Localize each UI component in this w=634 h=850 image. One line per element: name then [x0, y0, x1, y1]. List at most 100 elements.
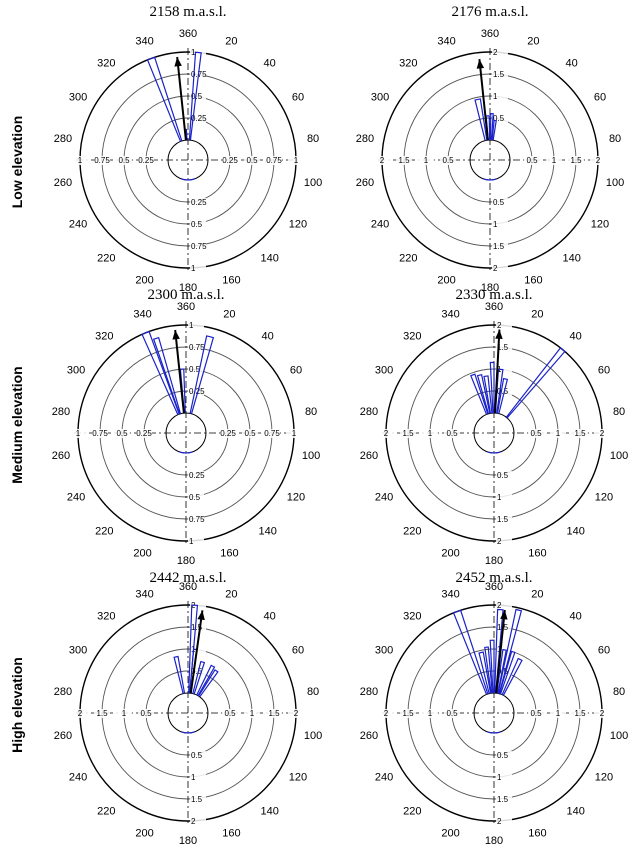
radial-tick-label: 2 [600, 709, 605, 718]
angle-tick-label: 100 [302, 450, 320, 462]
radial-tick-bg [242, 429, 258, 438]
angle-tick-label: 200 [437, 274, 455, 286]
angle-tick-label: 120 [287, 492, 305, 504]
radial-tick-label: 1.5 [570, 156, 582, 165]
radial-tick-bg [188, 321, 204, 330]
angle-tick-label: 80 [613, 686, 625, 698]
radial-tick-label: 0.5 [140, 709, 152, 718]
radial-tick-bg [94, 156, 110, 165]
angle-tick-label: 220 [403, 805, 421, 817]
angle-tick-label: 360 [485, 581, 503, 593]
radial-tick-label: 1 [250, 709, 255, 718]
rose-petal [179, 368, 186, 414]
radial-tick-label: 0.5 [493, 114, 505, 123]
mean-direction-arrow [494, 329, 501, 414]
angle-tick-label: 120 [591, 219, 609, 231]
radial-tick-label: 1.5 [191, 623, 203, 632]
radial-tick-bg [188, 343, 204, 352]
radial-tick-bg [496, 623, 512, 632]
angle-tick-label: 300 [67, 365, 85, 377]
row-label-medium: Medium elevation [9, 366, 25, 483]
angle-tick-label: 240 [375, 492, 393, 504]
radial-tick-bg [492, 198, 508, 207]
radial-tick-label: 0.5 [191, 667, 203, 676]
angle-tick-label: 100 [606, 177, 624, 189]
radial-tick-label: 0.5 [191, 220, 203, 229]
radial-tick-label: 1.5 [574, 429, 586, 438]
angle-tick-label: 140 [566, 805, 584, 817]
angle-tick-label: 40 [262, 331, 274, 343]
mean-arrow-head [197, 610, 205, 621]
angle-tick-label: 320 [403, 331, 421, 343]
angle-tick-label: 120 [289, 219, 307, 231]
radial-tick-bg [496, 537, 512, 546]
angle-tick-label: 80 [307, 133, 319, 145]
radial-tick-bg [378, 709, 394, 718]
angle-tick-label: 180 [179, 282, 197, 294]
angle-tick-label: 20 [531, 309, 543, 321]
angle-tick-label: 360 [481, 28, 499, 40]
rose-petal [470, 373, 489, 415]
angle-tick-label: 20 [223, 309, 235, 321]
rose-chart-3: 2330 m.a.s.l. 20 40 60 80 100 120 140 160 180 200 2… [360, 287, 629, 567]
radial-tick-bg [190, 264, 206, 273]
angle-tick-label: 320 [399, 58, 417, 70]
radial-tick-label: 2 [596, 156, 601, 165]
radial-tick-label: 0.5 [246, 156, 258, 165]
angle-tick-label: 20 [225, 36, 237, 48]
angle-tick-label: 220 [399, 252, 417, 264]
radial-tick-label: 1.5 [96, 709, 108, 718]
radial-tick-bg [188, 537, 204, 546]
angle-tick-label: 80 [305, 406, 317, 418]
rose-chart-1: 2176 m.a.s.l. 20 40 60 80 100 120 140 160 180 200 2… [356, 4, 625, 294]
rose-petal [189, 335, 215, 414]
mean-arrow-head [174, 56, 182, 67]
angle-tick-label: 160 [528, 827, 546, 839]
radial-tick-label: 0.75 [266, 156, 282, 165]
rose-petal [496, 648, 507, 694]
petal-base-arc [180, 178, 196, 181]
radial-tick-label: 0.5 [497, 471, 509, 480]
radial-tick-label: 0.5 [442, 156, 454, 165]
radial-tick-label: 0.25 [222, 156, 238, 165]
radial-tick-bg [496, 795, 512, 804]
angle-tick-label: 200 [133, 547, 151, 559]
rose-petal [496, 377, 509, 414]
radial-tick-bg [188, 471, 204, 480]
radial-tick-bg [190, 645, 206, 654]
rose-petal [173, 655, 186, 694]
rose-petal [188, 604, 199, 694]
mean-direction-arrow [189, 610, 204, 694]
radial-tick-bg [528, 429, 544, 438]
angle-tick-label: 60 [594, 92, 606, 104]
angle-tick-label: 120 [289, 772, 307, 784]
rose-petal [474, 98, 488, 141]
chart-title: 2300 m.a.s.l. [147, 287, 224, 303]
radial-tick-label: 2 [78, 709, 83, 718]
radial-tick-label: 0.5 [446, 429, 458, 438]
radial-tick-label: 1.5 [497, 795, 509, 804]
rose-chart-2: 2300 m.a.s.l. 20 40 60 80 100 120 140 160 180 200 2… [52, 287, 321, 567]
radial-tick-label: 1.5 [402, 429, 414, 438]
radial-tick-bg [190, 220, 206, 229]
angle-tick-label: 160 [528, 547, 546, 559]
radial-tick-label: 0.5 [497, 387, 509, 396]
radial-tick-bg [264, 429, 280, 438]
angle-tick-label: 60 [290, 365, 302, 377]
radial-tick-bg [188, 515, 204, 524]
radial-tick-bg [136, 429, 152, 438]
radial-tick-bg [492, 114, 508, 123]
radial-tick-bg [72, 709, 88, 718]
radial-tick-label: 1 [294, 156, 299, 165]
radial-tick-label: 2 [294, 709, 299, 718]
radial-tick-bg [138, 709, 154, 718]
radial-tick-label: 0.5 [191, 92, 203, 101]
radial-tick-label: 0.25 [136, 429, 152, 438]
radial-tick-label: 1 [493, 92, 498, 101]
radial-tick-label: 0.5 [497, 751, 509, 760]
radial-tick-bg [568, 156, 584, 165]
radial-tick-label: 1.5 [191, 795, 203, 804]
radial-tick-bg [550, 429, 566, 438]
radial-tick-bg [222, 709, 238, 718]
radial-tick-bg [92, 429, 108, 438]
